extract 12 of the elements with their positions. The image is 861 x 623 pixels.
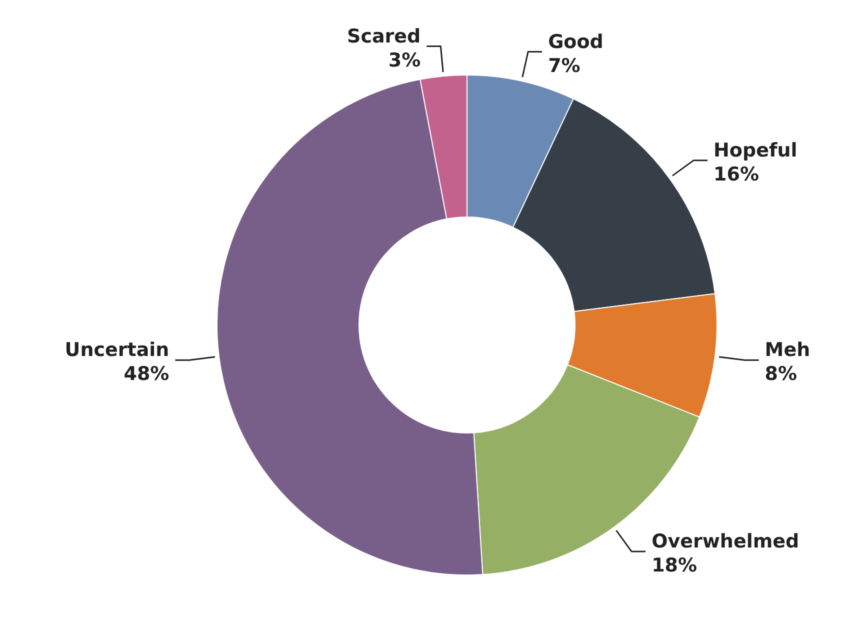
data-label: 8% [764, 363, 798, 386]
data-label: 3% [388, 49, 421, 72]
data-label: 18% [652, 554, 698, 577]
slice-label: Overwhelmed [652, 530, 800, 553]
slice-label: Hopeful [714, 139, 798, 162]
data-label: 7% [548, 54, 580, 77]
slice-label: Scared [347, 25, 421, 48]
data-label: 48% [124, 363, 170, 386]
slice-label: Uncertain [64, 339, 170, 362]
data-label: 16% [714, 163, 760, 186]
slice-label: Meh [764, 339, 810, 362]
slice-label: Good [548, 30, 604, 53]
